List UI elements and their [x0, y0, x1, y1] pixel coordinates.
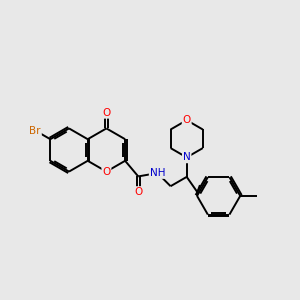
- Text: N: N: [183, 152, 190, 162]
- Text: NH: NH: [150, 168, 165, 178]
- Text: O: O: [102, 167, 110, 177]
- Text: O: O: [183, 115, 191, 125]
- Text: O: O: [102, 108, 110, 118]
- Text: O: O: [134, 187, 142, 197]
- Text: Br: Br: [29, 125, 41, 136]
